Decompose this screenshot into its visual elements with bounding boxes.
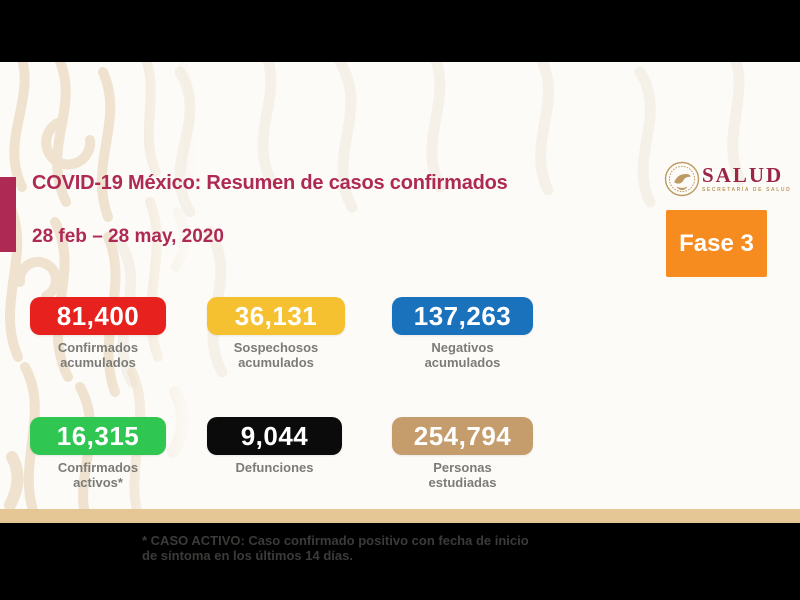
stat-label: Confirmados acumulados bbox=[57, 340, 139, 370]
footnote-line2: de síntoma en los últimos 14 días. bbox=[142, 548, 353, 563]
salud-logo-text: SALUD SECRETARÍA DE SALUD bbox=[702, 164, 791, 193]
stat-pill: 36,131 bbox=[207, 297, 345, 335]
salud-seal-icon bbox=[664, 161, 700, 197]
salud-subtitle: SECRETARÍA DE SALUD bbox=[702, 187, 792, 193]
salud-logo: SALUD SECRETARÍA DE SALUD bbox=[664, 161, 794, 199]
page-title: COVID-19 México: Resumen de casos confir… bbox=[32, 172, 508, 194]
stat-value: 254,794 bbox=[413, 420, 512, 451]
stat-value: 137,263 bbox=[413, 300, 512, 331]
phase-badge-label: Fase 3 bbox=[679, 229, 754, 257]
date-range: 28 feb – 28 may, 2020 bbox=[32, 226, 224, 247]
salud-wordmark: SALUD bbox=[702, 163, 784, 187]
stat-label: Confirmados activos* bbox=[57, 460, 139, 490]
stat-label: Personas estudiadas bbox=[428, 460, 497, 490]
stat-label: Sospechosos acumulados bbox=[233, 340, 319, 370]
stat-personas-estudiadas: 254,794 Personas estudiadas bbox=[392, 417, 533, 490]
stat-label: Defunciones bbox=[235, 460, 314, 475]
stat-value: 9,044 bbox=[240, 420, 309, 451]
stat-label: Negativos acumulados bbox=[424, 340, 501, 370]
background-swirl-pattern bbox=[114, 62, 746, 388]
stat-sospechosos-acumulados: 36,131 Sospechosos acumulados bbox=[207, 297, 345, 370]
stat-value: 36,131 bbox=[234, 300, 318, 331]
stat-pill: 137,263 bbox=[392, 297, 533, 335]
stat-negativos-acumulados: 137,263 Negativos acumulados bbox=[392, 297, 533, 370]
bottom-accent-band bbox=[0, 509, 800, 523]
active-case-footnote: * CASO ACTIVO: Caso confirmado positivo … bbox=[142, 533, 529, 563]
title-accent-bar bbox=[0, 177, 16, 252]
stat-defunciones: 9,044 Defunciones bbox=[207, 417, 342, 475]
stat-confirmados-activos: 16,315 Confirmados activos* bbox=[30, 417, 166, 490]
footnote-line1: * CASO ACTIVO: Caso confirmado positivo … bbox=[142, 533, 529, 548]
stat-value: 81,400 bbox=[56, 300, 140, 331]
stat-confirmados-acumulados: 81,400 Confirmados acumulados bbox=[30, 297, 166, 370]
phase-badge: Fase 3 bbox=[666, 210, 767, 277]
stat-pill: 81,400 bbox=[30, 297, 166, 335]
content-card: COVID-19 México: Resumen de casos confir… bbox=[0, 42, 800, 563]
stat-pill: 16,315 bbox=[30, 417, 166, 455]
stat-pill: 254,794 bbox=[392, 417, 533, 455]
stat-value: 16,315 bbox=[56, 420, 140, 451]
stat-pill: 9,044 bbox=[207, 417, 342, 455]
